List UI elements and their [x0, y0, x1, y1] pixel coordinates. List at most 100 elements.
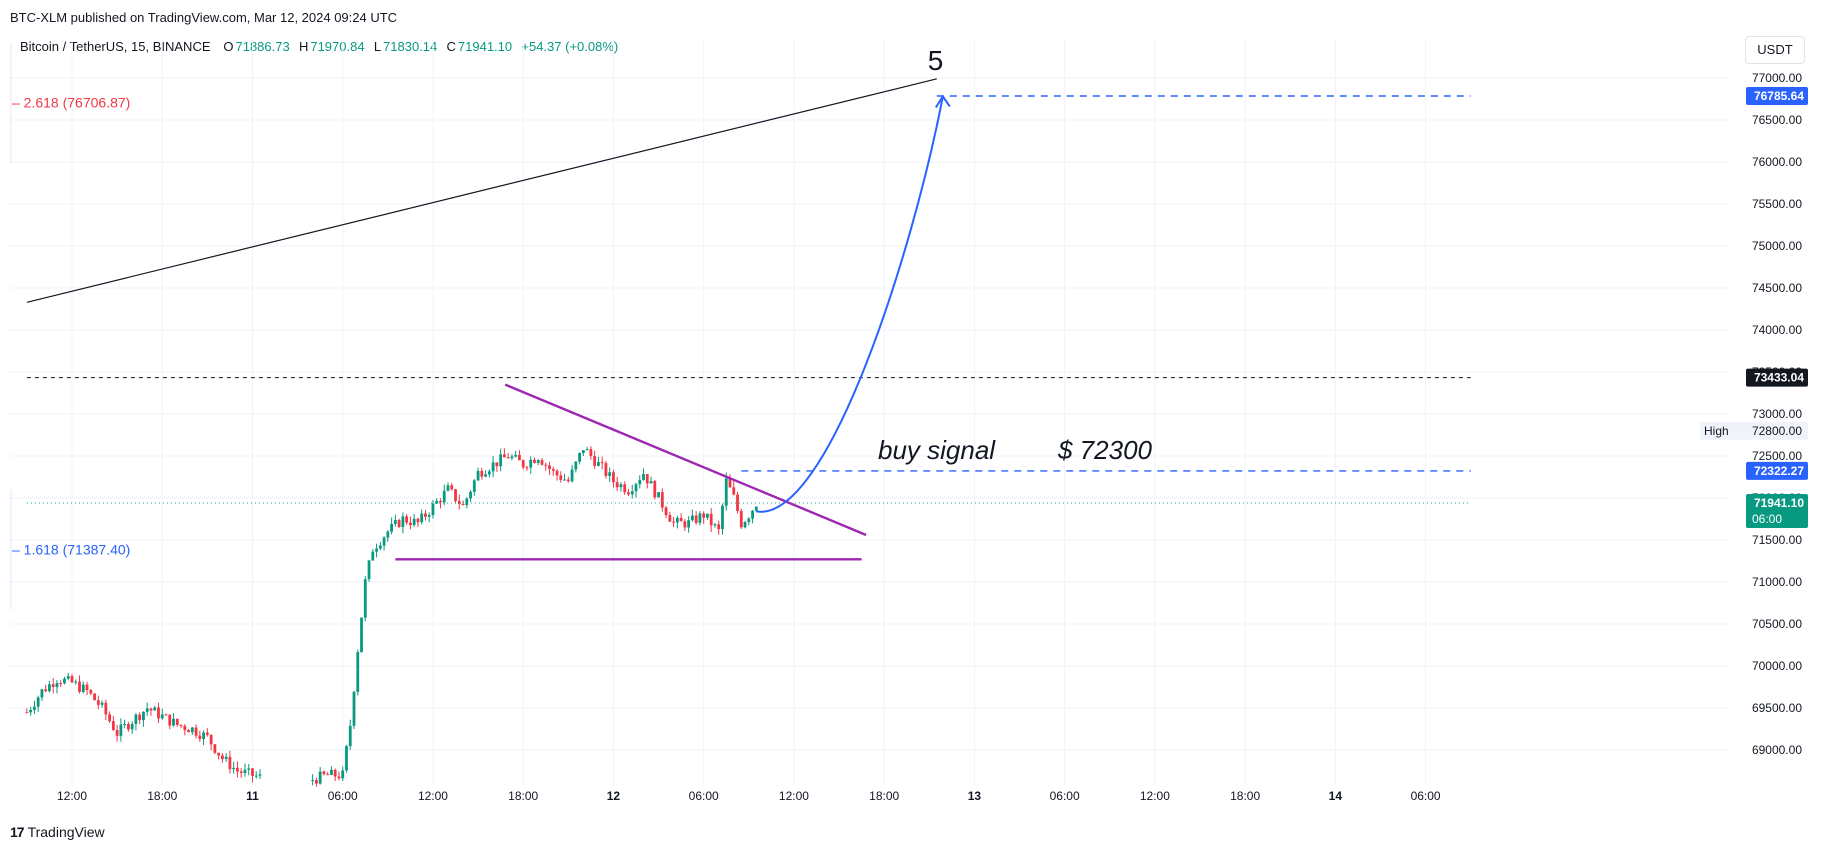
candle-body: [108, 714, 111, 722]
open-key: O: [223, 39, 234, 54]
candle-body: [63, 678, 66, 684]
candle-body: [597, 462, 600, 466]
price-axis[interactable]: 69000.00 69500.00 70000.00 70500.00 71000.00…: [1752, 71, 1802, 757]
candle-body: [172, 718, 175, 726]
candle-body: [495, 462, 499, 467]
drawings-layer: [26, 78, 1471, 561]
candle-body: [480, 470, 484, 477]
x-tick-label: 12:00: [779, 789, 809, 803]
candle-body: [736, 494, 739, 511]
candle-body: [521, 460, 525, 468]
price-label-box: [1746, 461, 1808, 480]
candle-body: [44, 689, 48, 692]
candle-body: [157, 707, 160, 719]
candle-body: [657, 492, 660, 498]
candle-body: [630, 491, 634, 495]
time-axis[interactable]: 12:00 18:00 11 06:00 12:00 18:00 12 06:00 12:00 1…: [57, 789, 1441, 803]
candle-body: [503, 454, 506, 458]
x-tick-label: 06:00: [689, 789, 719, 803]
candle-body: [518, 454, 521, 461]
candle-body: [570, 469, 574, 482]
candle-body: [183, 725, 187, 731]
candle-body: [378, 545, 382, 549]
x-tick-label: 14: [1329, 789, 1343, 803]
candle-body: [397, 520, 401, 528]
candle-body: [348, 725, 352, 747]
candle-body: [243, 769, 247, 774]
candle-body: [239, 771, 243, 774]
candle-body: [322, 771, 326, 775]
candle-body: [111, 721, 115, 730]
candle-body: [660, 492, 664, 508]
candle-body: [145, 708, 149, 712]
candle-body: [81, 684, 85, 692]
candle-body: [435, 500, 439, 504]
candle-body: [318, 771, 322, 784]
candle-body: [352, 691, 356, 726]
fib-level-label: – 1.618 (71387.40): [12, 541, 130, 557]
candle-body: [574, 461, 578, 470]
annotations-layer: – 2.618 (76706.87) – 1.618 (71387.40) 5 buy…: [10, 42, 1153, 610]
candle-body: [123, 723, 127, 725]
y-tick-label: 70000.00: [1752, 659, 1802, 673]
candle-body: [713, 524, 717, 526]
candle-body: [375, 548, 378, 552]
candle-body: [213, 744, 217, 753]
x-tick-label: 18:00: [1230, 789, 1260, 803]
candle-body: [608, 472, 612, 476]
candle-body: [205, 732, 209, 735]
candle-body: [142, 711, 145, 721]
candle-body: [476, 470, 480, 481]
candle-body: [484, 474, 487, 477]
candle-body: [74, 681, 78, 683]
price-label-box: [1746, 493, 1808, 528]
open-value: 71886.73: [235, 39, 290, 54]
high-marker-value: 72800.00: [1752, 424, 1802, 438]
candle-body: [732, 487, 736, 495]
triangle-upper-line: [504, 383, 867, 537]
low-value: 71830.14: [383, 39, 438, 54]
candle-body: [544, 464, 548, 466]
candle-body: [465, 498, 469, 506]
candle-body: [89, 689, 93, 694]
candle-body: [743, 522, 747, 528]
candle-body: [382, 537, 386, 546]
candle-body: [551, 469, 555, 471]
symbol-label[interactable]: Bitcoin / TetherUS, 15, BINANCE: [20, 39, 211, 54]
tradingview-logo-icon: 17: [10, 824, 25, 840]
candle-body: [194, 727, 198, 736]
candle-body: [386, 531, 390, 538]
candle-body: [675, 517, 679, 523]
y-tick-label: 74000.00: [1752, 323, 1802, 337]
x-tick-label: 13: [968, 789, 982, 803]
candle-body: [540, 460, 544, 465]
candle-body: [33, 706, 36, 710]
candle-body: [247, 768, 251, 770]
y-tick-label: 77000.00: [1752, 71, 1802, 85]
candle-body: [221, 755, 224, 760]
x-tick-label: 18:00: [869, 789, 899, 803]
grid-layer: [10, 40, 1728, 785]
candle-body: [393, 520, 397, 524]
candle-body: [420, 513, 424, 523]
candle-body: [581, 450, 585, 453]
candle-body: [164, 714, 168, 716]
x-tick-label: 12:00: [418, 789, 448, 803]
candles-layer: [25, 446, 758, 787]
currency-selector-button[interactable]: USDT: [1745, 36, 1805, 64]
candle-body: [187, 730, 190, 733]
candle-body: [721, 505, 724, 530]
high-marker-label: High: [1704, 424, 1729, 438]
y-tick-label: 76500.00: [1752, 113, 1802, 127]
projection-curve-arrow: [756, 96, 944, 513]
x-tick-label: 11: [246, 789, 259, 803]
candle-body: [427, 515, 431, 517]
candle-body: [469, 491, 472, 499]
price-label-box: [1746, 87, 1808, 106]
candle-body: [100, 702, 104, 705]
candle-body: [153, 707, 157, 711]
candle-body: [450, 485, 454, 490]
candle-body: [93, 693, 96, 701]
candle-body: [232, 767, 236, 770]
